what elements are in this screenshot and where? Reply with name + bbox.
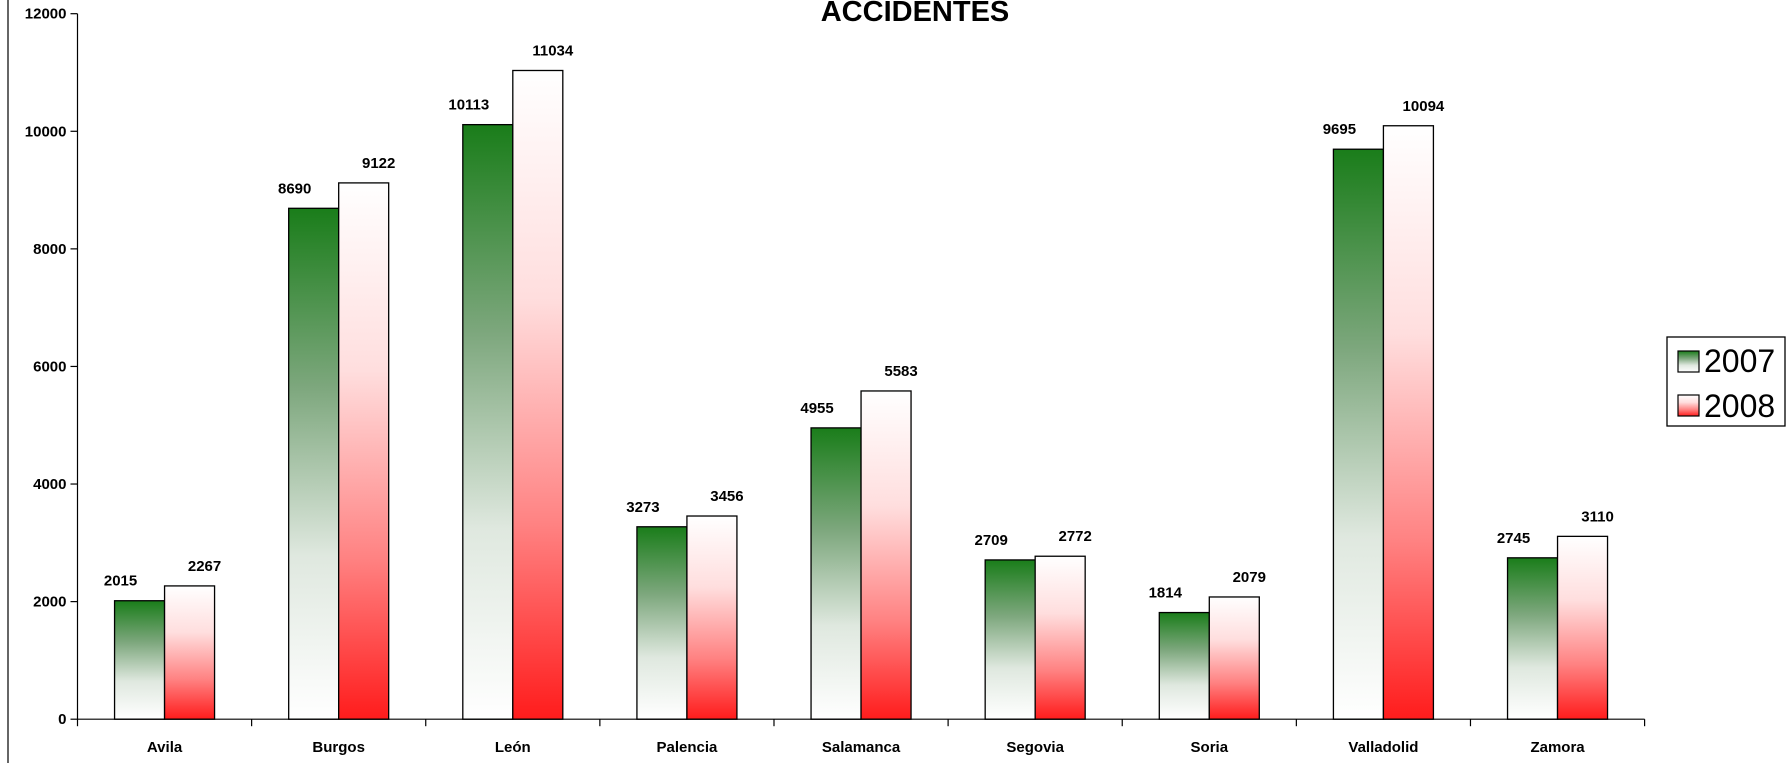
data-label-valladolid-2007: 9695 xyxy=(1323,121,1356,138)
data-label-avila-2008: 2267 xyxy=(188,558,221,575)
bar-salamanca-2007 xyxy=(810,427,862,720)
bar-salamanca-2008 xyxy=(860,390,912,720)
category-label-zamora: Zamora xyxy=(1530,739,1585,756)
legend-label-2007: 2007 xyxy=(1704,343,1775,379)
data-label-zamora-2007: 2745 xyxy=(1497,530,1530,547)
legend-swatch-2008 xyxy=(1677,394,1700,417)
legend: 2007 2008 xyxy=(1666,336,1786,427)
y-tick-label-4000: 4000 xyxy=(33,476,66,493)
category-label-palencia: Palencia xyxy=(656,739,718,756)
data-label-palencia-2007: 3273 xyxy=(626,499,659,516)
axes-group: 0 2000 4000 6000 8000 10000 12000 Avila Burgos Le… xyxy=(25,6,1646,756)
bar-avila-2007 xyxy=(113,600,166,720)
data-label-palencia-2008: 3456 xyxy=(710,488,743,505)
data-label-burgos-2007: 8690 xyxy=(278,180,311,197)
bar-soria-2008 xyxy=(1208,596,1260,720)
bar-valladolid-2007 xyxy=(1332,148,1385,720)
category-label-leon: León xyxy=(495,739,531,756)
category-label-avila: Avila xyxy=(147,739,183,756)
y-tick-label-6000: 6000 xyxy=(33,358,66,375)
bar-segovia-2008 xyxy=(1034,555,1086,720)
chart-title: ACCIDENTES xyxy=(821,0,1010,28)
category-label-valladolid: Valladolid xyxy=(1348,739,1418,756)
category-label-segovia: Segovia xyxy=(1006,739,1064,756)
y-tick-label-2000: 2000 xyxy=(33,594,66,611)
data-label-segovia-2008: 2772 xyxy=(1058,528,1091,545)
data-label-soria-2007: 1814 xyxy=(1149,585,1183,602)
y-tick-label-8000: 8000 xyxy=(33,241,66,258)
y-tick-label-0: 0 xyxy=(58,711,66,728)
bar-leon-2008 xyxy=(512,69,564,720)
data-label-leon-2008: 11034 xyxy=(532,42,574,59)
category-label-salamanca: Salamanca xyxy=(822,739,901,756)
data-label-salamanca-2007: 4955 xyxy=(800,400,833,417)
data-label-valladolid-2008: 10094 xyxy=(1403,98,1445,115)
data-label-avila-2007: 2015 xyxy=(104,573,137,590)
y-tick-label-10000: 10000 xyxy=(25,123,67,140)
bar-burgos-2008 xyxy=(338,182,390,720)
bar-avila-2008 xyxy=(163,585,216,720)
data-label-zamora-2008: 3110 xyxy=(1581,508,1614,525)
legend-swatch-2007 xyxy=(1677,350,1700,373)
bar-leon-2007 xyxy=(462,123,514,720)
data-label-salamanca-2008: 5583 xyxy=(884,363,917,380)
bar-zamora-2008 xyxy=(1556,535,1609,720)
bars-group xyxy=(113,69,1609,720)
data-label-leon-2007: 10113 xyxy=(448,97,489,114)
data-label-soria-2008: 2079 xyxy=(1233,569,1266,586)
bar-palencia-2007 xyxy=(636,526,688,720)
legend-label-2008: 2008 xyxy=(1704,388,1775,424)
y-tick-label-12000: 12000 xyxy=(25,6,67,23)
data-label-segovia-2007: 2709 xyxy=(974,532,1007,549)
bar-soria-2007 xyxy=(1158,611,1210,720)
category-label-burgos: Burgos xyxy=(312,739,365,756)
bar-segovia-2007 xyxy=(984,559,1036,720)
data-label-burgos-2008: 9122 xyxy=(362,155,395,172)
bar-zamora-2007 xyxy=(1506,557,1559,720)
data-labels-group: 2015 2267 8690 9122 10113 11034 3273 3456 4955 55… xyxy=(104,42,1614,601)
category-label-soria: Soria xyxy=(1191,739,1229,756)
bar-burgos-2007 xyxy=(288,207,340,720)
bar-valladolid-2008 xyxy=(1382,125,1435,720)
bar-palencia-2008 xyxy=(686,515,738,720)
